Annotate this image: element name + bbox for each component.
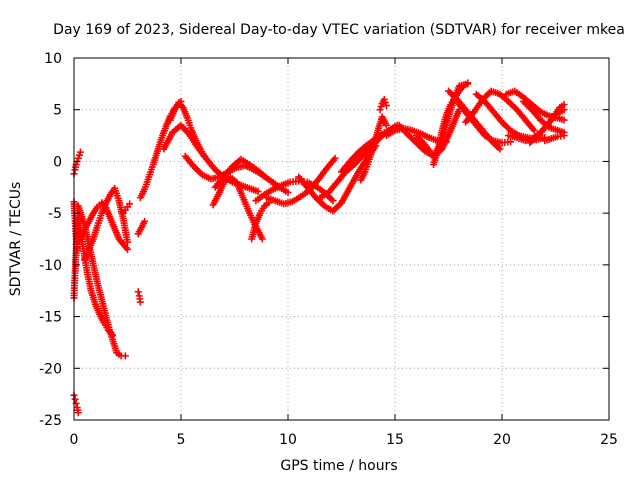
data-track-22 bbox=[338, 128, 388, 176]
x-tick-label: 15 bbox=[386, 432, 404, 448]
x-tick-label: 25 bbox=[600, 432, 618, 448]
data-point bbox=[284, 188, 292, 196]
y-tick-label: 0 bbox=[53, 154, 62, 170]
data-point bbox=[71, 395, 79, 403]
data-point bbox=[464, 79, 472, 87]
data-point bbox=[141, 217, 149, 225]
data-point bbox=[329, 197, 337, 205]
data-point bbox=[258, 235, 266, 243]
x-tick-label: 10 bbox=[279, 432, 297, 448]
data-point bbox=[496, 145, 504, 153]
data-point bbox=[124, 238, 131, 246]
x-tick-label: 20 bbox=[493, 432, 511, 448]
data-track-8 bbox=[119, 200, 134, 217]
y-tick-label: 10 bbox=[44, 51, 62, 67]
data-point bbox=[121, 352, 129, 360]
data-point bbox=[126, 200, 134, 208]
data-track-6 bbox=[72, 199, 131, 253]
data-track-17 bbox=[248, 199, 273, 243]
data-track-16 bbox=[211, 155, 279, 191]
data-point bbox=[331, 154, 339, 162]
data-point bbox=[382, 102, 390, 110]
data-track-24 bbox=[376, 95, 390, 114]
data-point bbox=[74, 409, 82, 417]
y-tick-label: -20 bbox=[39, 361, 62, 377]
data-point bbox=[530, 126, 538, 134]
data-point bbox=[560, 132, 568, 140]
ticks: 0 5 10 15 20 25 -25 -20 -15 -10 -5 0 5 10 bbox=[39, 51, 618, 448]
x-tick-label: 0 bbox=[70, 432, 79, 448]
data-track-10 bbox=[134, 217, 149, 238]
y-tick-label: -5 bbox=[48, 206, 62, 222]
y-tick-label: -10 bbox=[39, 258, 62, 274]
data-point bbox=[136, 298, 144, 306]
y-axis-label: SDTVAR / TECUs bbox=[8, 182, 24, 297]
data-point bbox=[560, 116, 568, 124]
plot-frame bbox=[73, 57, 610, 421]
data-track-18 bbox=[252, 177, 337, 205]
data-track-36 bbox=[526, 106, 568, 147]
x-axis-label: GPS time / hours bbox=[280, 458, 397, 474]
data-point bbox=[109, 331, 117, 339]
data-track-28 bbox=[430, 79, 472, 169]
chart-title: Day 169 of 2023, Sidereal Day-to-day VTE… bbox=[53, 22, 625, 38]
data-track-9 bbox=[134, 288, 144, 306]
y-tick-label: -25 bbox=[39, 413, 62, 429]
data-track-3 bbox=[70, 391, 82, 417]
data-point bbox=[560, 106, 568, 114]
data-point bbox=[254, 187, 262, 195]
data-track-23 bbox=[357, 113, 390, 184]
data-track-7 bbox=[81, 184, 131, 264]
data-track-32 bbox=[472, 90, 549, 144]
data-point bbox=[134, 288, 142, 296]
data-point bbox=[76, 148, 84, 156]
data-point bbox=[382, 121, 390, 129]
data-track-37 bbox=[541, 132, 568, 145]
data-points bbox=[70, 79, 568, 417]
data-point bbox=[124, 245, 131, 253]
y-tick-label: 5 bbox=[53, 103, 62, 119]
x-tick-label: 5 bbox=[177, 432, 186, 448]
y-tick-label: -15 bbox=[39, 310, 62, 326]
